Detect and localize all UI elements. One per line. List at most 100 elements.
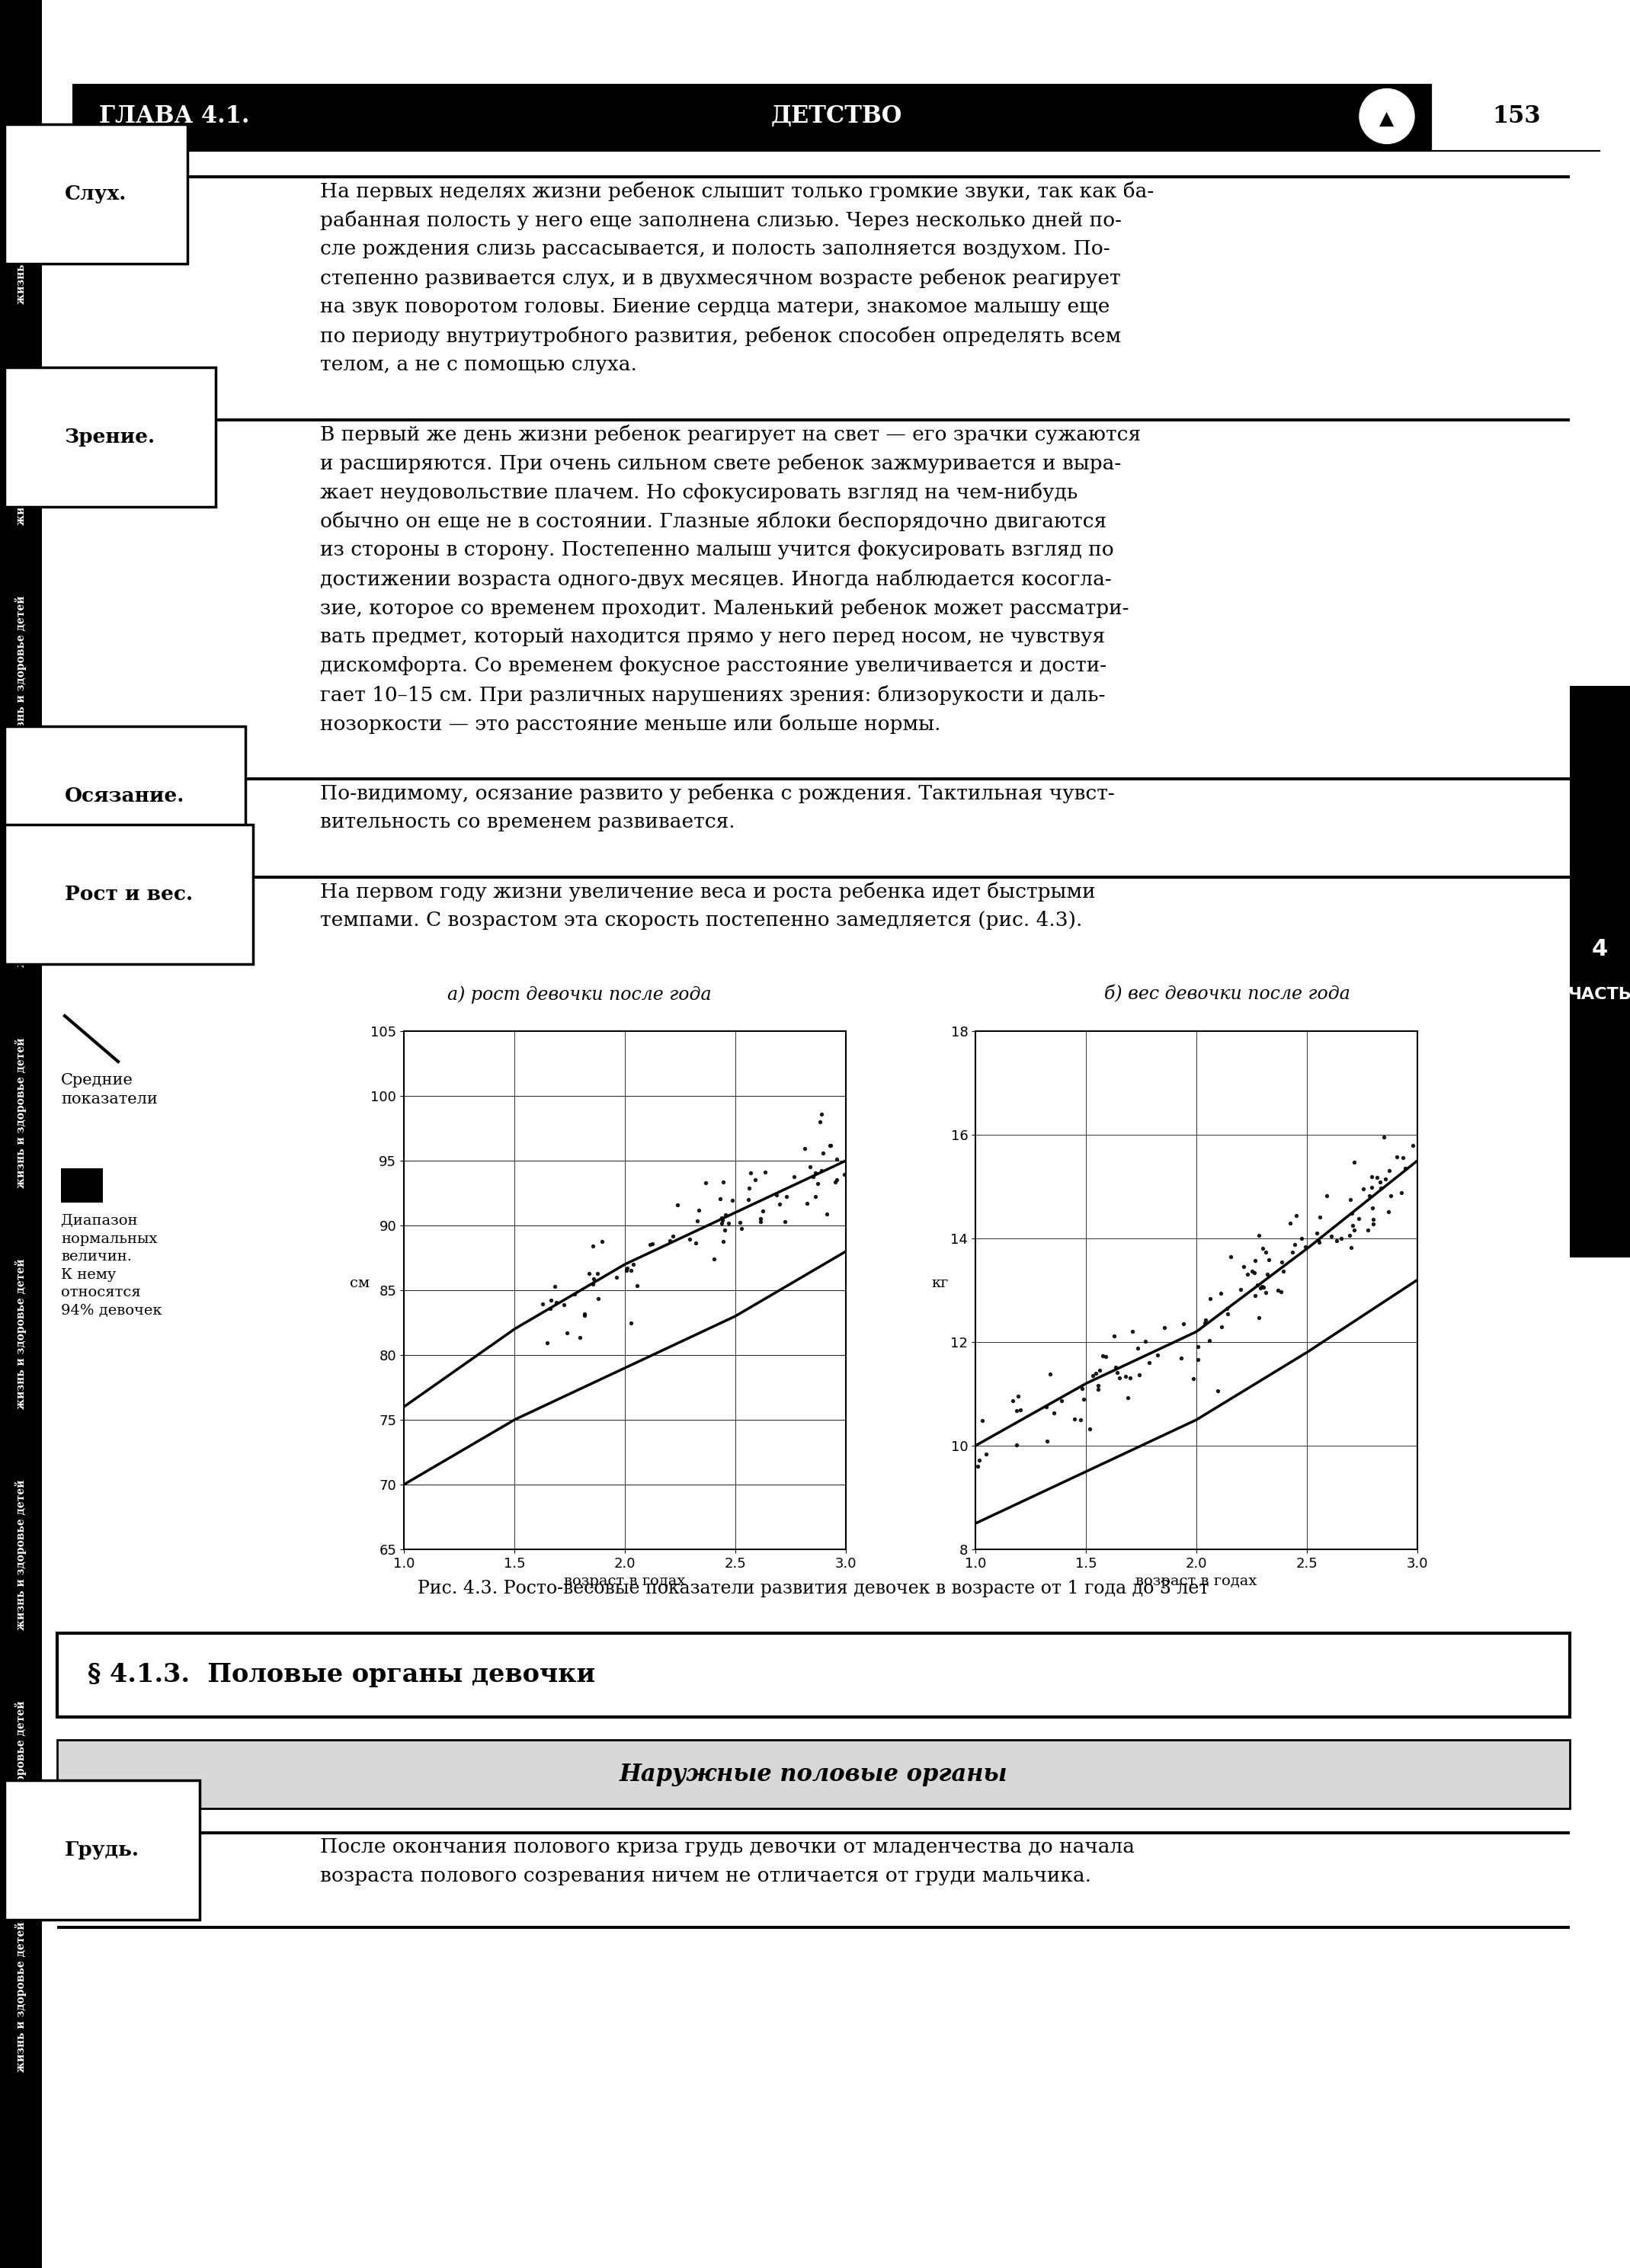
Bar <box>72 84 1601 150</box>
Point <box>1234 1256 1260 1293</box>
Point <box>1196 1322 1222 1359</box>
Text: на звук поворотом головы. Биение сердца матери, знакомое малышу еще: на звук поворотом головы. Биение сердца … <box>319 297 1110 315</box>
Point <box>1253 1256 1280 1293</box>
Text: из стороны в сторону. Постепенно малыш учится фокусировать взгляд по: из стороны в сторону. Постепенно малыш у… <box>319 540 1113 560</box>
Point <box>729 1211 755 1247</box>
Point <box>676 1220 703 1256</box>
Bar <box>57 1740 1570 1808</box>
Point <box>794 1186 820 1222</box>
Point <box>1245 1268 1271 1304</box>
Point <box>580 1266 606 1302</box>
Point <box>807 1105 833 1141</box>
Point <box>737 1154 763 1191</box>
Point <box>1376 1152 1402 1188</box>
Point <box>797 1148 823 1184</box>
Point <box>1270 1254 1296 1290</box>
Bar <box>59 1635 1568 1715</box>
Point <box>1265 1272 1291 1309</box>
Point <box>1338 1195 1364 1232</box>
Text: 4: 4 <box>1593 937 1609 959</box>
Point <box>1004 1427 1030 1463</box>
Point <box>1192 1302 1218 1338</box>
Point <box>1242 1243 1268 1279</box>
Point <box>817 1127 843 1163</box>
Point <box>619 1245 645 1281</box>
Point <box>1033 1388 1059 1424</box>
Point <box>1208 1309 1234 1345</box>
Point <box>1355 1211 1381 1247</box>
Point <box>1371 1118 1397 1154</box>
Point <box>1087 1352 1113 1388</box>
Text: В первый же день жизни ребенок реагирует на свет — его зрачки сужаются: В первый же день жизни ребенок реагирует… <box>319 424 1141 445</box>
Point <box>1007 1393 1033 1429</box>
Point <box>716 1204 742 1241</box>
Text: жает неудовольствие плачем. Но сфокусировать взгляд на чем-нибудь: жает неудовольствие плачем. Но сфокусиро… <box>319 483 1077 501</box>
Point <box>1086 1368 1112 1404</box>
Bar <box>57 417 1570 422</box>
Text: жизнь и здоровье детей: жизнь и здоровье детей <box>15 1259 26 1408</box>
Point <box>538 1281 564 1318</box>
Point <box>1319 1218 1345 1254</box>
Bar <box>57 875 1570 878</box>
Point <box>1268 1243 1294 1279</box>
Point <box>567 1320 593 1356</box>
Point <box>1376 1193 1402 1229</box>
Point <box>831 1157 857 1193</box>
Point <box>805 1166 831 1202</box>
Point <box>1255 1241 1281 1277</box>
Point <box>1185 1329 1211 1365</box>
Point <box>554 1315 580 1352</box>
Point <box>707 1179 734 1216</box>
Point <box>823 1141 849 1177</box>
Point <box>1120 1313 1146 1349</box>
Point <box>624 1268 650 1304</box>
Point <box>615 1250 641 1286</box>
Point <box>1328 1220 1355 1256</box>
Text: сле рождения слизь рассасывается, и полость заполняется воздухом. По-: сле рождения слизь рассасывается, и поло… <box>319 240 1110 259</box>
Point <box>1037 1356 1063 1393</box>
Text: по периоду внутриутробного развития, ребенок способен определять всем: по периоду внутриутробного развития, реб… <box>319 327 1121 347</box>
Point <box>1281 1227 1307 1263</box>
Point <box>802 1177 828 1213</box>
Point <box>1107 1361 1133 1397</box>
Point <box>813 1195 839 1232</box>
Point <box>639 1225 665 1261</box>
Point <box>1359 1170 1385 1207</box>
Point <box>822 1163 848 1200</box>
Point <box>1306 1222 1332 1259</box>
Point <box>737 1170 763 1207</box>
Text: б) вес девочки после года: б) вес девочки после года <box>1104 984 1350 1002</box>
Bar <box>0 0 42 2268</box>
Text: Рост и вес.: Рост и вес. <box>65 885 192 905</box>
Point <box>1170 1306 1196 1343</box>
Point <box>1350 1170 1376 1207</box>
Point <box>1152 1309 1178 1345</box>
Point <box>1341 1143 1368 1179</box>
Point <box>751 1154 778 1191</box>
Point <box>810 1134 836 1170</box>
Point <box>973 1436 999 1472</box>
Point <box>1364 1159 1390 1195</box>
Point <box>763 1177 789 1213</box>
Text: жизнь и здоровье детей: жизнь и здоровье детей <box>15 596 26 746</box>
Point <box>585 1281 611 1318</box>
Text: гает 10–15 см. При различных нарушениях зрения: близорукости и даль-: гает 10–15 см. При различных нарушениях … <box>319 685 1105 705</box>
Text: На первых неделях жизни ребенок слышит только громкие звуки, так как ба-: На первых неделях жизни ребенок слышит т… <box>319 181 1154 202</box>
Point <box>999 1383 1025 1420</box>
Point <box>1247 1270 1273 1306</box>
Point <box>1040 1395 1066 1431</box>
Point <box>967 1442 993 1479</box>
Bar <box>60 1168 103 1202</box>
Point <box>1249 1268 1275 1304</box>
Point <box>743 1161 769 1198</box>
Point <box>1104 1354 1130 1390</box>
Text: жизнь и здоровье детей: жизнь и здоровье детей <box>15 1036 26 1188</box>
Point <box>808 1152 835 1188</box>
Point <box>561 1275 587 1311</box>
Text: вать предмет, который находится прямо у него перед носом, не чувствуя: вать предмет, который находится прямо у … <box>319 628 1105 646</box>
Point <box>711 1222 737 1259</box>
X-axis label: возраст в годах: возраст в годах <box>1136 1574 1257 1588</box>
Point <box>1361 1207 1387 1243</box>
Text: Диапазон
нормальных
величин.
К нему
относятся
94% девочек: Диапазон нормальных величин. К нему отно… <box>60 1213 161 1318</box>
Point <box>1283 1198 1309 1234</box>
